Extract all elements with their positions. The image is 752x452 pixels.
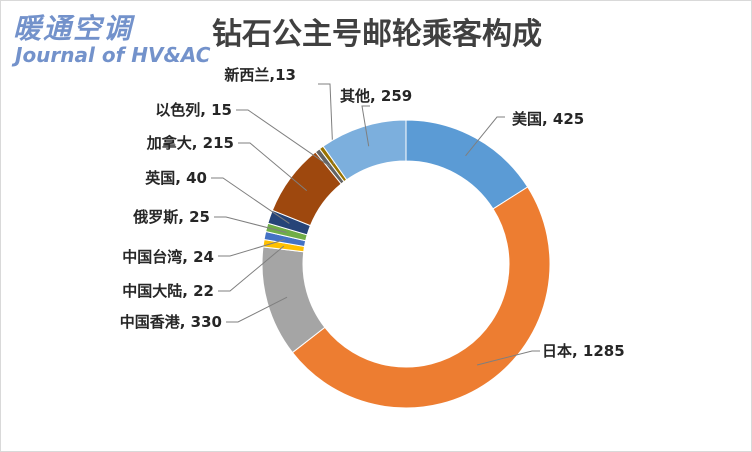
data-label-5: 中国台湾, 24 [122,248,214,266]
slice-1 [405,119,529,210]
leader-line-4 [218,245,285,292]
leader-line-6 [214,216,287,234]
data-label-9: 以色列, 15 [155,101,232,119]
slice-2 [291,186,551,409]
data-label-3: 中国香港, 330 [120,313,222,331]
slice-11 [322,119,407,181]
data-label-11: 其他, 259 [340,87,412,105]
data-label-8: 加拿大, 215 [146,134,234,152]
leader-line-2 [476,350,540,366]
leader-line-9 [236,109,331,167]
data-label-7: 英国, 40 [145,169,207,187]
data-label-2: 日本, 1285 [542,342,625,360]
chart-title: 钻石公主号邮轮乘客构成 [212,17,542,52]
data-label-10: 新西兰,13 [224,66,296,84]
leader-line-8 [238,142,308,191]
leader-line-1 [465,116,505,157]
leader-line-11 [361,105,370,147]
data-label-4: 中国大陆, 22 [122,282,214,300]
leader-line-3 [226,296,288,323]
data-label-6: 俄罗斯, 25 [132,208,210,226]
leader-line-7 [211,177,290,224]
leader-line-5 [218,239,286,257]
leader-line-10 [318,83,334,165]
data-label-1: 美国, 425 [512,110,584,128]
